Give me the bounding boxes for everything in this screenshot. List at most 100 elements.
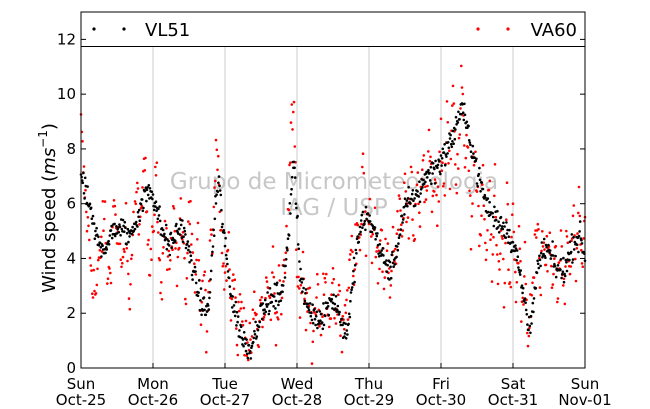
data-point: [184, 246, 188, 250]
data-point: [100, 250, 104, 253]
data-point: [122, 224, 125, 228]
data-point: [120, 265, 123, 269]
data-point: [333, 302, 337, 306]
data-point: [358, 248, 362, 252]
data-point: [214, 179, 217, 183]
data-point: [436, 185, 440, 188]
data-point: [356, 235, 359, 238]
data-point: [571, 261, 574, 264]
data-point: [100, 235, 103, 239]
data-point: [390, 253, 394, 256]
data-point: [336, 304, 340, 308]
data-point: [172, 207, 176, 210]
data-point: [157, 207, 160, 211]
data-point: [127, 297, 131, 300]
data-point: [462, 118, 466, 122]
data-point: [496, 209, 499, 213]
data-point: [429, 165, 433, 169]
data-point: [221, 264, 225, 268]
data-point: [443, 163, 447, 167]
data-point: [154, 200, 158, 203]
data-point: [224, 253, 228, 257]
data-point: [223, 244, 227, 248]
data-point: [451, 104, 454, 107]
data-point: [424, 198, 428, 201]
data-point: [439, 154, 443, 157]
data-point: [497, 220, 500, 223]
data-point: [481, 163, 485, 167]
data-point: [149, 247, 153, 251]
data-point: [397, 236, 401, 239]
data-point: [223, 271, 227, 274]
data-point: [403, 181, 406, 184]
data-point: [91, 296, 95, 299]
data-point: [104, 251, 107, 255]
data-point: [250, 344, 254, 348]
data-point: [498, 268, 501, 271]
data-point: [492, 235, 495, 239]
data-point: [143, 169, 147, 172]
data-point: [115, 225, 118, 228]
data-point: [524, 301, 527, 305]
data-point: [384, 237, 387, 241]
data-point: [436, 166, 439, 170]
data-point: [341, 323, 344, 327]
data-point: [374, 255, 378, 259]
data-point: [506, 202, 510, 206]
data-point: [112, 199, 116, 202]
data-point: [209, 269, 213, 273]
data-point: [479, 190, 482, 193]
data-point: [222, 229, 226, 232]
y-tick-label: 6: [66, 195, 76, 213]
data-point: [296, 243, 300, 246]
data-point: [362, 222, 366, 226]
data-point: [430, 210, 434, 214]
y-tick-label: 8: [66, 140, 76, 158]
data-point: [475, 157, 478, 161]
data-point: [316, 283, 320, 286]
data-point: [546, 270, 549, 273]
data-point: [198, 308, 202, 312]
data-point: [398, 233, 402, 236]
legend-label-va60: VA60: [531, 20, 577, 41]
data-point: [572, 248, 576, 251]
data-point: [215, 148, 219, 152]
data-point: [448, 187, 452, 191]
data-point: [339, 334, 342, 338]
data-point: [292, 160, 296, 164]
data-point: [114, 213, 117, 216]
data-point: [463, 102, 466, 106]
data-point: [290, 187, 293, 191]
data-point: [497, 260, 501, 263]
data-point: [421, 185, 424, 189]
data-point: [551, 283, 555, 286]
data-point: [334, 307, 337, 310]
data-point: [472, 163, 476, 167]
data-point: [120, 227, 124, 231]
data-point: [458, 118, 461, 121]
data-point: [243, 353, 246, 357]
data-point: [289, 161, 292, 164]
data-point: [550, 286, 554, 290]
data-point: [85, 201, 89, 205]
data-point: [468, 141, 472, 144]
data-point: [439, 172, 442, 176]
data-point: [436, 224, 439, 227]
data-point: [576, 232, 579, 235]
data-point: [361, 226, 364, 229]
data-point: [122, 230, 126, 233]
data-point: [314, 315, 318, 318]
y-axis-ticks: 0 2 4 6 8 10 12: [57, 30, 585, 377]
data-point: [349, 291, 353, 294]
data-point: [421, 159, 425, 162]
data-point: [90, 217, 94, 220]
data-point: [505, 232, 509, 235]
data-point: [452, 142, 455, 145]
data-point: [258, 320, 262, 324]
data-point: [225, 279, 228, 282]
data-point: [316, 326, 319, 330]
data-point: [351, 282, 355, 285]
data-point: [300, 281, 304, 284]
data-point: [479, 234, 483, 237]
data-point: [442, 151, 446, 154]
